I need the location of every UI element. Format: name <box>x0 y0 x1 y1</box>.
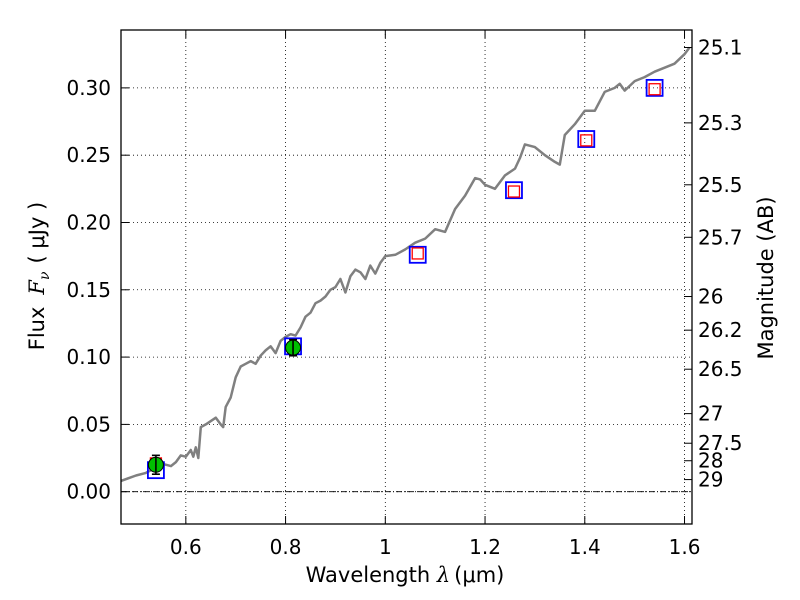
observed-point <box>648 83 661 96</box>
model-point <box>505 181 523 200</box>
observed-point <box>580 134 593 147</box>
x-tick-label: 1.4 <box>569 535 601 559</box>
spectrum-line <box>120 46 691 483</box>
y-tick-label: 0.30 <box>66 76 111 100</box>
right-tick-label: 29 <box>698 468 723 492</box>
plot-frame <box>120 29 693 525</box>
x-tick-label: 1.6 <box>669 535 701 559</box>
x-ticks: 0.6 0.8 1 1.2 1.4 1.6 <box>170 30 701 559</box>
grid-lines <box>121 30 692 524</box>
x-axis-label: Wavelength λ (μm) <box>306 563 505 587</box>
observed-points <box>149 83 661 470</box>
right-tick-label: 25.1 <box>698 35 743 59</box>
y-ticks: 0.00 0.05 0.10 0.15 0.20 0.25 0.30 <box>66 76 129 504</box>
right-tick-label: 26.2 <box>698 318 743 342</box>
left-axis-label-symbol: F <box>25 279 49 296</box>
spectrum-series <box>120 46 691 483</box>
y-tick-label: 0.15 <box>66 278 111 302</box>
right-tick-label: 25.3 <box>698 111 743 135</box>
x-tick-label: 1.2 <box>469 535 501 559</box>
left-axis-label: Flux Fν ( μJy ) <box>25 202 53 350</box>
right-tick-label: 28 <box>698 449 723 473</box>
detection-points <box>147 338 302 475</box>
y-tick-label: 0.05 <box>66 412 111 436</box>
right-tick-label: 27 <box>698 402 723 426</box>
right-axis-label: Magnitude (AB) <box>754 196 778 359</box>
x-tick-label: 0.8 <box>270 535 302 559</box>
y-tick-label: 0.25 <box>66 143 111 167</box>
left-axis-label-unit: ( μJy ) <box>25 202 49 264</box>
x-tick-label: 1 <box>379 535 392 559</box>
x-axis-label-prefix: Wavelength <box>306 563 437 587</box>
observed-point <box>411 247 424 260</box>
right-tick-label: 27.5 <box>698 431 743 455</box>
y-tick-label: 0.00 <box>66 480 111 504</box>
y-tick-label: 0.20 <box>66 210 111 234</box>
left-axis-label-subscript: ν <box>37 271 53 280</box>
x-tick-label: 0.6 <box>170 535 202 559</box>
x-axis-label-unit: (μm) <box>454 563 504 587</box>
right-tick-label: 25.7 <box>698 225 743 249</box>
y-tick-label: 0.10 <box>66 345 111 369</box>
observed-point <box>507 185 521 198</box>
model-point <box>645 78 664 97</box>
right-tick-label: 26.5 <box>698 357 743 381</box>
model-point <box>408 245 427 264</box>
left-axis-label-text: Flux <box>25 307 49 351</box>
right-tick-label: 25.5 <box>698 173 743 197</box>
model-point <box>577 130 596 148</box>
right-tick-label: 26 <box>698 285 723 309</box>
x-axis-label-symbol: λ <box>436 563 450 587</box>
